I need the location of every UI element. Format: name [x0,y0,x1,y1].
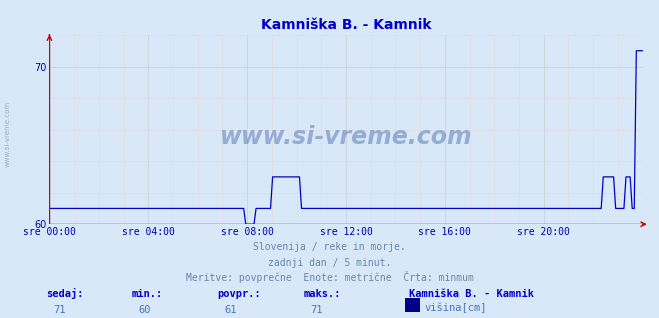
Text: min.:: min.: [132,289,163,299]
Text: sedaj:: sedaj: [46,288,84,299]
Text: Slovenija / reke in morje.: Slovenija / reke in morje. [253,242,406,252]
Text: zadnji dan / 5 minut.: zadnji dan / 5 minut. [268,258,391,267]
Text: maks.:: maks.: [303,289,341,299]
Text: višina[cm]: višina[cm] [424,303,487,313]
Text: www.si-vreme.com: www.si-vreme.com [219,125,473,149]
Text: Kamniška B. - Kamnik: Kamniška B. - Kamnik [409,289,534,299]
Text: 61: 61 [225,305,237,315]
Text: 71: 71 [53,305,65,315]
Text: povpr.:: povpr.: [217,289,261,299]
Text: www.si-vreme.com: www.si-vreme.com [5,100,11,167]
Title: Kamniška B. - Kamnik: Kamniška B. - Kamnik [261,18,431,32]
Text: 60: 60 [139,305,151,315]
Text: Meritve: povprečne  Enote: metrične  Črta: minmum: Meritve: povprečne Enote: metrične Črta:… [186,272,473,283]
Text: 71: 71 [310,305,322,315]
